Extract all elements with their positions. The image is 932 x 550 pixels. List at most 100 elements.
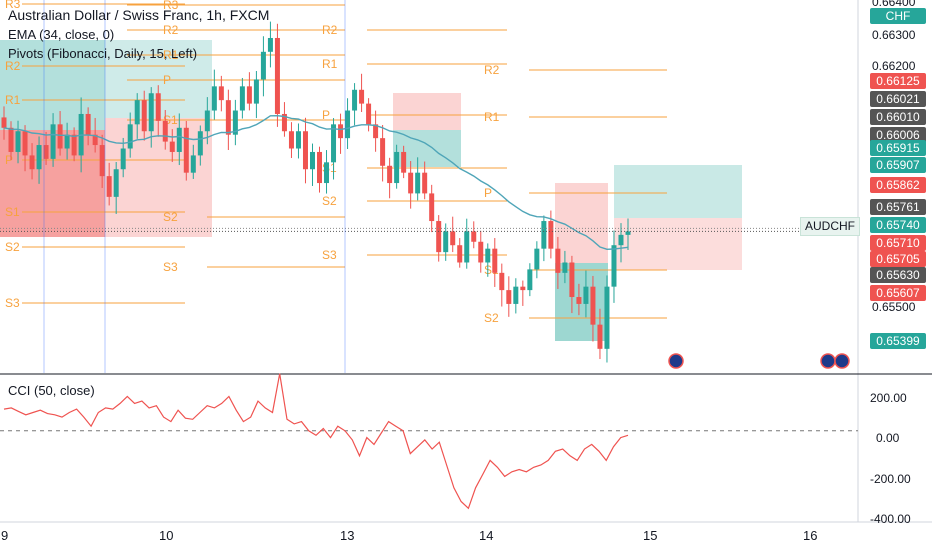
candle-body xyxy=(295,131,301,149)
symbol-title[interactable]: Australian Dollar / Swiss Franc, 1h, FXC… xyxy=(8,7,270,23)
candle-body xyxy=(352,89,358,111)
cci-tick: 200.00 xyxy=(870,391,907,405)
candle-body xyxy=(99,145,105,177)
candle-body xyxy=(190,155,196,173)
candle-body xyxy=(506,290,512,304)
candle-body xyxy=(359,89,365,104)
candle-body xyxy=(64,134,70,149)
candle-body xyxy=(22,131,28,156)
position-zone xyxy=(614,218,742,270)
candle-body xyxy=(57,124,63,149)
candle-body xyxy=(422,172,428,194)
price-tag: 0.65915 xyxy=(870,140,926,156)
position-zone xyxy=(393,93,461,130)
candle-body xyxy=(380,138,386,166)
candle-body xyxy=(127,124,133,149)
pivot-label: S2 xyxy=(163,210,178,224)
candle-body xyxy=(373,124,379,139)
candle-body xyxy=(50,124,56,159)
candle-body xyxy=(288,131,294,149)
candle-body xyxy=(590,286,596,325)
position-zone xyxy=(105,118,212,237)
candle-body xyxy=(408,172,414,194)
currency-tag: CHF xyxy=(870,8,926,24)
price-tag: 0.66006 xyxy=(870,127,926,143)
candle-body xyxy=(436,221,442,253)
x-tick: 9 xyxy=(1,528,9,543)
candle-body xyxy=(246,86,252,104)
price-tag: 0.65862 xyxy=(870,177,926,193)
x-tick: 13 xyxy=(340,528,355,543)
x-tick: 16 xyxy=(803,528,818,543)
pivot-label: S2 xyxy=(484,311,499,325)
price-tag: 0.66021 xyxy=(870,91,926,107)
candle-body xyxy=(71,134,77,156)
pivot-label: R1 xyxy=(163,48,179,62)
price-tick: 0.65500 xyxy=(872,300,916,314)
cci-tick: 0.00 xyxy=(876,431,900,445)
candle-body xyxy=(225,100,231,135)
candle-body xyxy=(197,131,203,156)
cci-tick: -200.00 xyxy=(870,472,911,486)
candle-body xyxy=(8,127,14,152)
pivot-label: S3 xyxy=(163,260,178,274)
candle-body xyxy=(345,110,351,139)
candle-body xyxy=(548,221,554,249)
candle-body xyxy=(162,120,168,142)
cci-line xyxy=(3,373,629,510)
candle-body xyxy=(464,231,470,263)
pivot-label: R2 xyxy=(322,23,338,37)
price-tick: 0.66300 xyxy=(872,28,916,42)
pivots-legend[interactable]: Pivots (Fibonacci, Daily, 15, Left) xyxy=(8,46,198,61)
candle-body xyxy=(183,127,189,173)
candle-body xyxy=(169,141,175,152)
candle-body xyxy=(576,297,582,304)
candle-body xyxy=(499,272,505,291)
candle-body xyxy=(394,151,400,184)
candle-body xyxy=(618,234,624,246)
price-tag: 0.65761 xyxy=(870,199,926,215)
candle-body xyxy=(387,165,393,184)
candle-body xyxy=(211,86,217,111)
candle-body xyxy=(429,193,435,222)
pivot-label: R1 xyxy=(322,57,338,71)
candle-body xyxy=(520,286,526,291)
candle-body xyxy=(141,100,147,132)
ema-legend[interactable]: EMA (34, close, 0) xyxy=(8,27,115,42)
pivot-label: R3 xyxy=(163,0,179,12)
economic-event-marker xyxy=(820,353,836,369)
candle-body xyxy=(281,113,287,132)
price-tag: 0.66125 xyxy=(870,73,926,89)
candle-body xyxy=(562,262,568,273)
x-tick: 10 xyxy=(159,528,174,543)
cci-tick: -400.00 xyxy=(870,512,911,526)
candle-body xyxy=(401,151,407,173)
cci-legend[interactable]: CCI (50, close) xyxy=(8,383,95,398)
pivot-label: P xyxy=(322,108,330,122)
candle-body xyxy=(513,286,519,304)
pivot-label: R2 xyxy=(484,63,500,77)
pivot-label: R1 xyxy=(5,93,21,107)
candle-body xyxy=(113,169,119,197)
candle-body xyxy=(450,231,456,246)
candle-body xyxy=(478,241,484,263)
pivot-label: S3 xyxy=(322,248,337,262)
symbol-price-label: AUDCHF xyxy=(800,217,860,236)
candle-body xyxy=(36,145,42,170)
candle-body xyxy=(15,131,21,152)
pivot-label: S1 xyxy=(5,205,20,219)
candle-body xyxy=(555,248,561,273)
candle-body xyxy=(302,131,308,170)
x-tick: 15 xyxy=(643,528,658,543)
last-price-tag: 0.65740 xyxy=(870,217,926,233)
price-tag: 0.66010 xyxy=(870,109,926,125)
position-zone xyxy=(614,165,742,218)
candle-body xyxy=(260,51,266,80)
x-tick: 14 xyxy=(479,528,494,543)
pivot-label: P xyxy=(5,153,13,167)
candle-body xyxy=(92,134,98,146)
price-tag: 0.65399 xyxy=(870,333,926,349)
price-tag: 0.65907 xyxy=(870,157,926,173)
candle-body xyxy=(583,286,589,304)
